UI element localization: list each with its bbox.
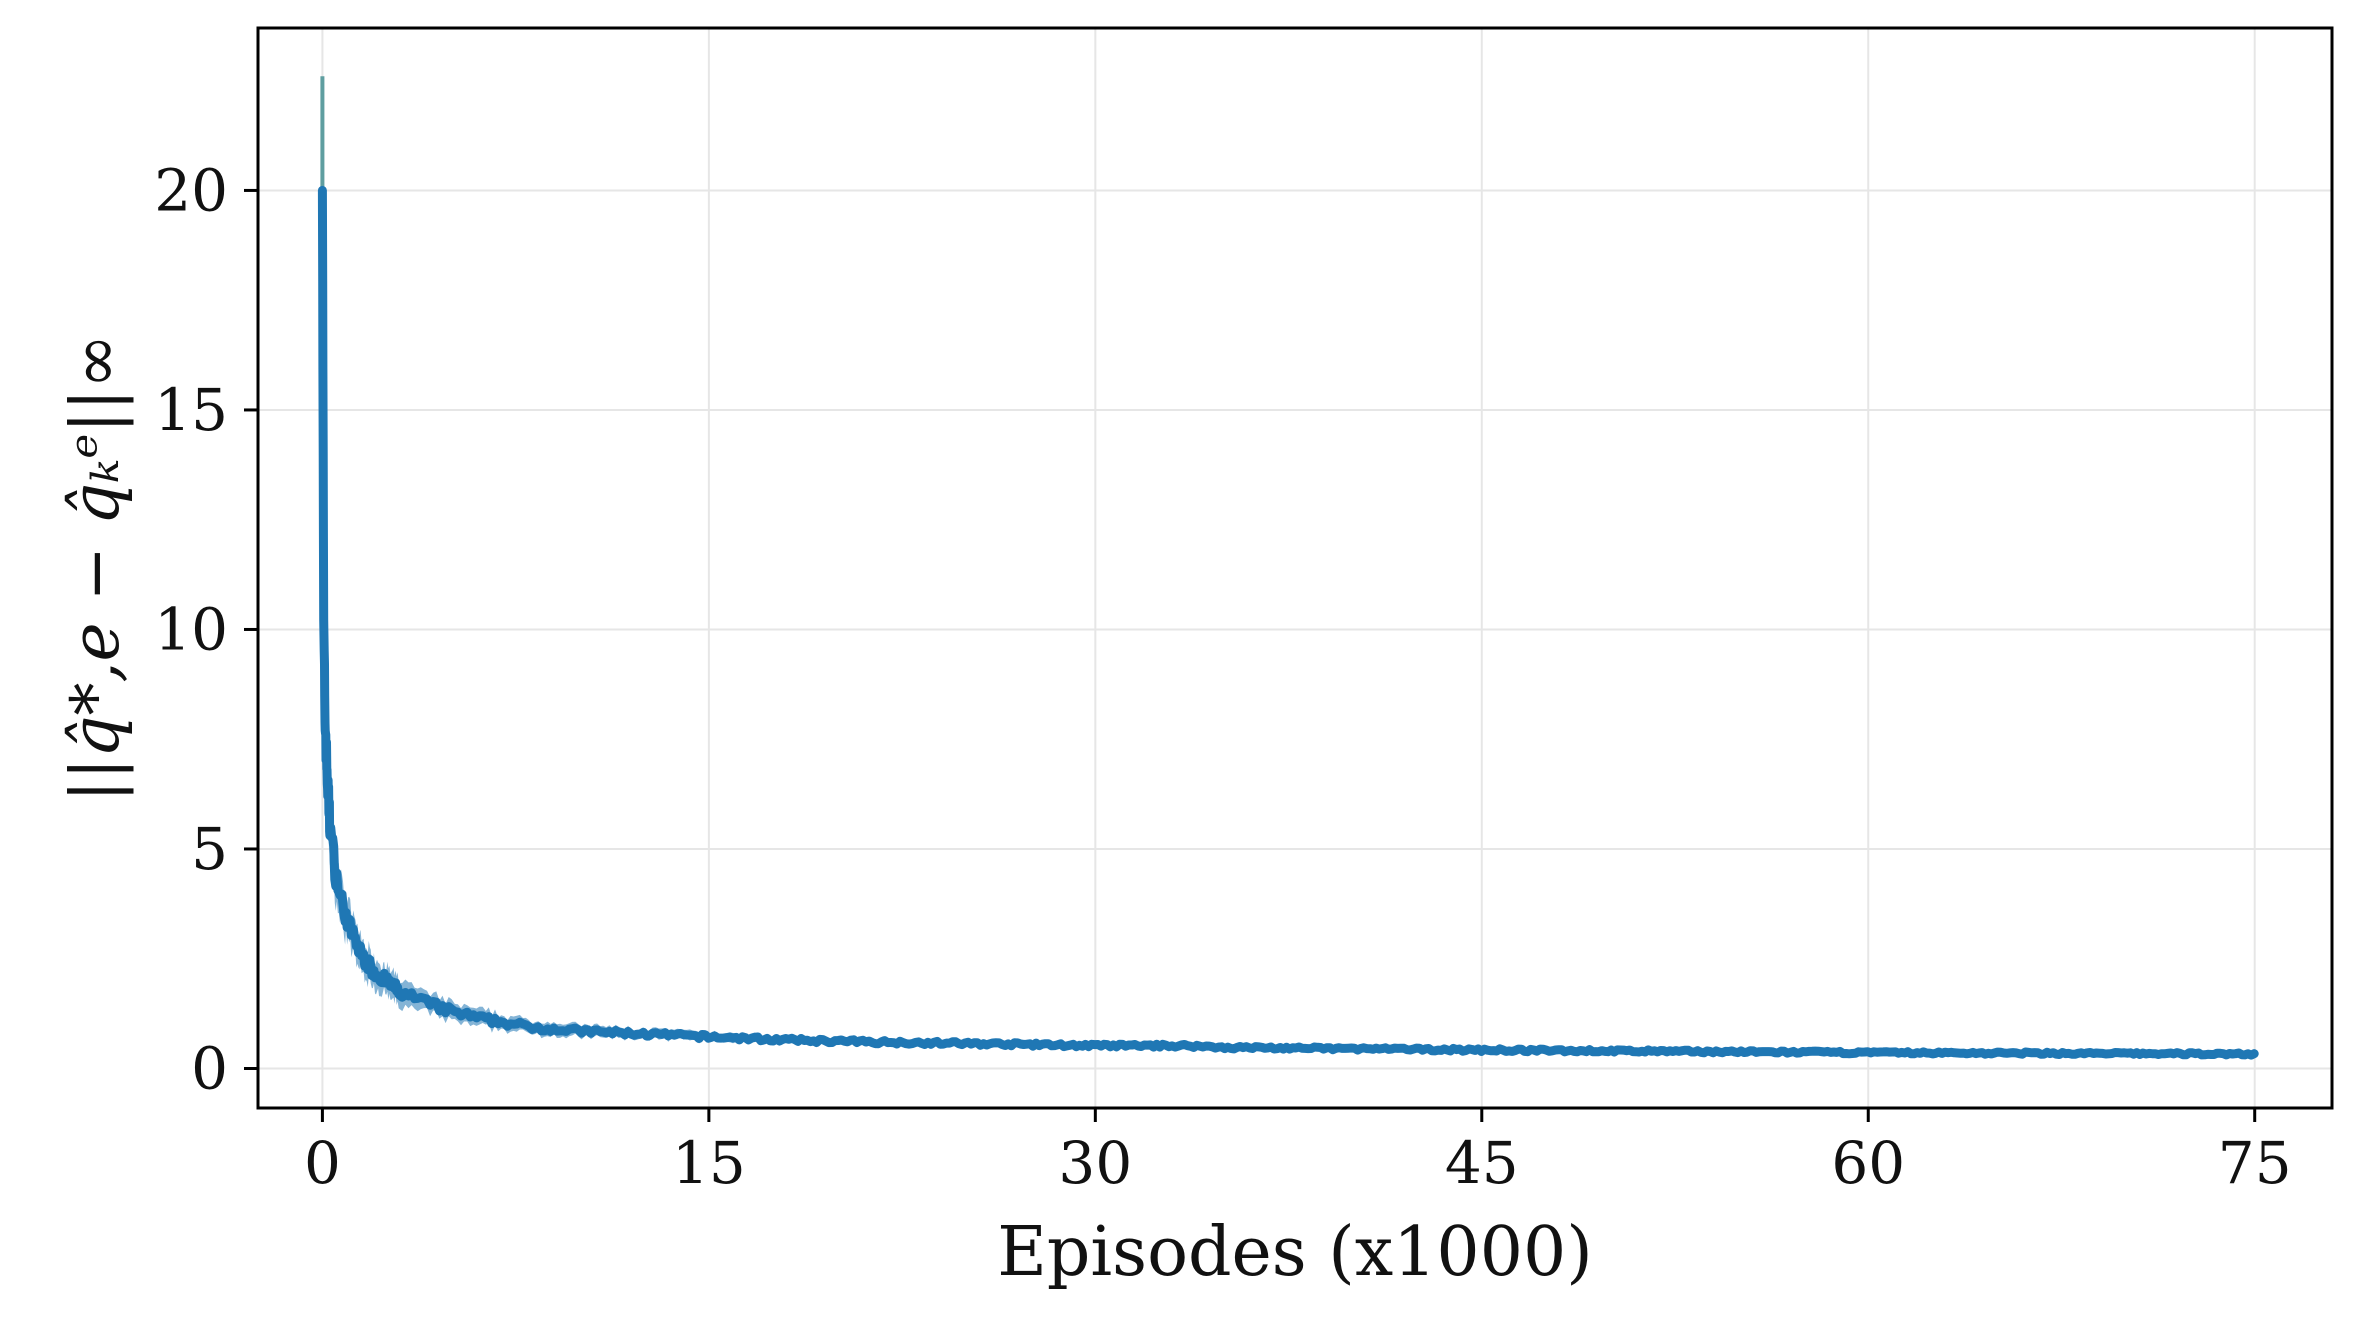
y-tick-label: 15 [154, 376, 228, 444]
plot-area [258, 28, 2332, 1108]
y-axis-title-text: ||q̂*,e − q̂ₖᵉ||∞ [57, 334, 134, 802]
y-tick-label: 5 [191, 815, 228, 883]
x-axis-title: Episodes (x1000) [997, 1213, 1593, 1292]
x-tick-label: 30 [1058, 1129, 1132, 1197]
series-line [317, 76, 2259, 1060]
x-tick-label: 45 [1445, 1129, 1519, 1197]
ticks: 0 15 30 45 60 75 0 5 10 15 20 [154, 156, 2291, 1197]
y-tick-label: 0 [191, 1034, 228, 1102]
series-line-path [317, 185, 2259, 1060]
grid [258, 28, 2332, 1108]
plot-frame [256, 26, 2334, 1110]
x-tick-label: 60 [1831, 1129, 1905, 1197]
y-tick-label: 10 [154, 595, 228, 663]
y-axis-title: ||q̂*,e − q̂ₖᵉ||∞ [57, 334, 134, 802]
x-tick-label: 15 [672, 1129, 746, 1197]
y-tick-label: 20 [154, 156, 228, 224]
x-tick-label: 75 [2218, 1129, 2292, 1197]
x-tick-label: 0 [304, 1129, 341, 1197]
